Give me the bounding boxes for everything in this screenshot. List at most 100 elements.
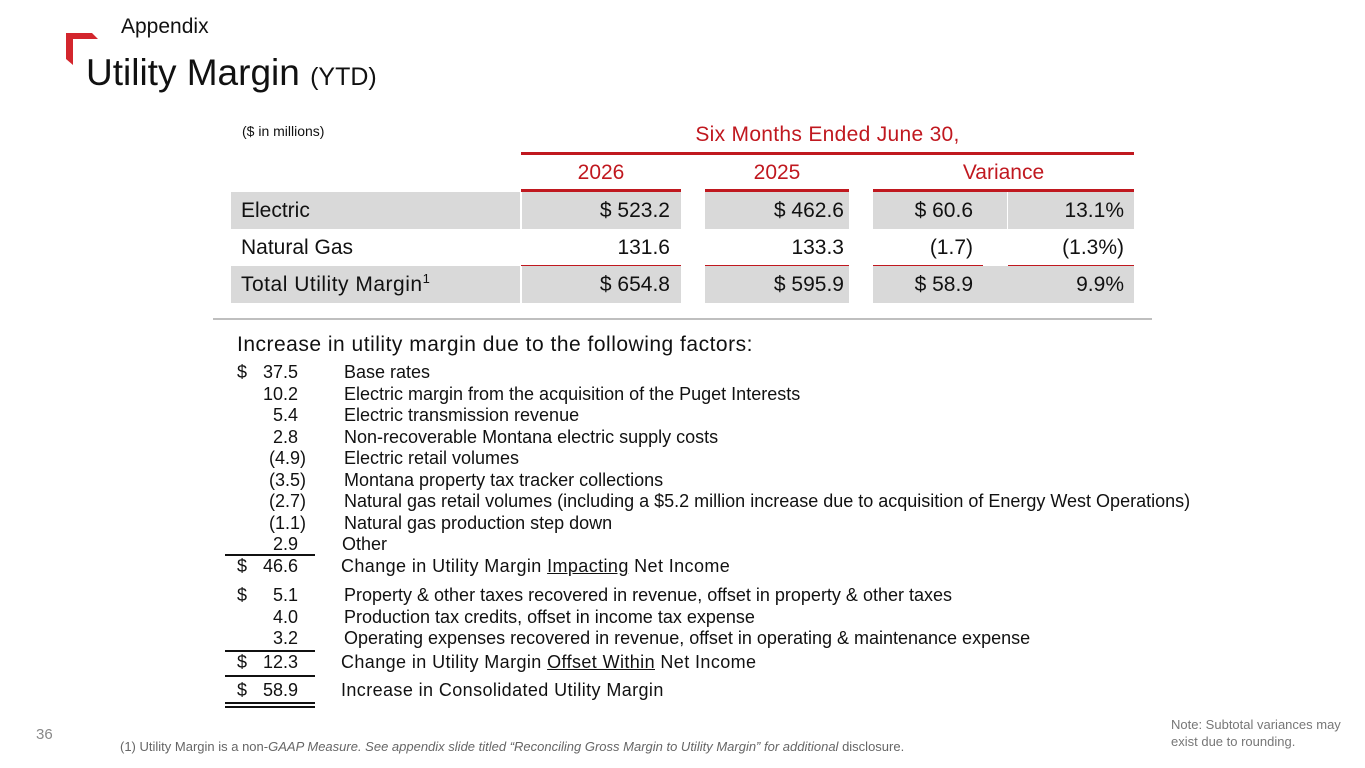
factor-amount: 5.4 [272,405,298,425]
factor-description: Electric retail volumes [344,448,520,468]
table-row-total: Total Utility Margin1 $ 654.8 $ 595.9 $ … [231,266,1134,303]
factor-description: Electric margin from the acquisition of … [344,383,801,404]
factor-amount: 10.2 [262,383,298,404]
page-title-main: Utility Margin [86,52,300,93]
factor-amount: (4.9) [268,448,306,468]
row-label: Total Utility Margin1 [241,266,430,303]
factor-amount: 46.6 [262,556,298,576]
impacting-subtotal-row: $ 46.6 Change in Utility Margin Impactin… [237,556,1317,578]
column-rule-variance [873,189,1134,192]
footnote: (1) Utility Margin is a non-GAAP Measure… [120,739,904,754]
cell-variance: $ 60.6 [914,199,973,222]
factor-dollar: $ [237,362,248,382]
column-header-variance: Variance [962,161,1045,184]
table-row-electric: Electric $ 523.2 $ 462.6 $ 60.6 13.1% [231,192,1134,229]
cell-variance-pct: (1.3%) [1062,236,1124,259]
column-rule-2025 [705,189,849,192]
footnote-italic: GAAP Measure. See appendix slide titled … [268,739,839,754]
cell-2025: $ 462.6 [773,199,844,222]
factor-amount: 2.8 [272,426,298,447]
footnote-post: disclosure. [838,739,905,754]
period-header-rule [521,152,1134,155]
factor-description: Other [342,534,388,554]
desc-pre: Change in Utility Margin [341,652,548,672]
desc-pre: Change in Utility Margin [341,556,548,576]
factor-description: Change in Utility Margin Impacting Net I… [341,556,730,577]
factor-amount: 3.2 [272,628,298,648]
cell-2026: 131.6 [617,236,670,259]
total-rule-2026 [521,265,681,266]
row-label-text: Total Utility Margin [241,273,423,296]
double-rule-bottom [225,706,315,708]
factor-description: Electric transmission revenue [344,405,580,425]
units-label: ($ in millions) [242,123,325,139]
total-rule-variance [873,265,983,266]
factor-amount: 2.9 [272,534,298,554]
factor-description: Natural gas production step down [344,512,613,533]
factor-dollar: $ [237,585,248,605]
period-header: Six Months Ended June 30, [695,123,960,146]
logo-mark-icon [66,33,98,65]
factor-row: (1.1) Natural gas production step down [237,513,1317,535]
offset-row: 3.2 Operating expenses recovered in reve… [237,628,1317,650]
factor-amount: 12.3 [262,652,298,672]
factor-row: 2.9 Other [237,534,1317,556]
factor-row: $ 37.5 Base rates [237,362,1317,384]
row-label: Electric [241,199,310,222]
column-rule-2026 [521,189,681,192]
factor-amount: (2.7) [268,491,306,511]
factor-description: Operating expenses recovered in revenue,… [344,628,1031,648]
factor-description: Change in Utility Margin Offset Within N… [341,652,756,673]
cell-variance-pct: 13.1% [1064,199,1124,222]
factor-row: (2.7) Natural gas retail volumes (includ… [237,491,1317,513]
desc-post: Net Income [628,556,731,576]
total-rule [225,675,315,677]
cell-2025: $ 595.9 [773,273,844,296]
page-number: 36 [36,726,53,743]
factor-dollar: $ [237,556,248,576]
desc-underlined: Offset Within [547,652,655,672]
factor-description: Property & other taxes recovered in reve… [344,585,952,605]
cell-2026: $ 654.8 [599,273,670,296]
factor-dollar: $ [237,680,248,700]
factor-row: (3.5) Montana property tax tracker colle… [237,470,1317,492]
factor-description: Increase in Consolidated Utility Margin [341,680,664,700]
factor-description: Non-recoverable Montana electric supply … [344,426,719,447]
rounding-note: Note: Subtotal variances may exist due t… [1171,717,1341,749]
row-label: Natural Gas [241,236,354,259]
factor-description: Natural gas retail volumes (including a … [344,491,1191,511]
offset-row: 4.0 Production tax credits, offset in in… [237,607,1317,629]
footnote-pre: (1) Utility Margin is a non- [120,739,269,754]
offset-row: $ 5.1 Property & other taxes recovered i… [237,585,1317,607]
factor-row: 10.2 Electric margin from the acquisitio… [237,384,1317,406]
total-row: $ 58.9 Increase in Consolidated Utility … [237,680,1317,702]
offset-subtotal-row: $ 12.3 Change in Utility Margin Offset W… [237,652,1317,674]
table-row-natural-gas: Natural Gas 131.6 133.3 (1.7) (1.3%) [231,229,1134,266]
desc-post: Net Income [655,652,757,672]
factor-amount: (3.5) [268,469,306,490]
subtotal-rule [225,650,315,652]
factor-row: 2.8 Non-recoverable Montana electric sup… [237,427,1317,449]
total-rule-variance-pct [1008,265,1134,266]
double-rule-top [225,702,315,704]
factor-description: Montana property tax tracker collections [344,469,664,490]
desc-underlined: Impacting [547,556,629,576]
total-rule-2025 [705,265,849,266]
factor-amount: 5.1 [272,585,298,605]
page-title-suffix: (YTD) [310,63,377,91]
cell-2025: 133.3 [791,236,844,259]
factor-dollar: $ [237,652,248,672]
factor-amount: 58.9 [262,680,298,700]
factor-description: Production tax credits, offset in income… [344,606,755,627]
section-label: Appendix [121,15,209,38]
cell-variance-pct: 9.9% [1076,273,1124,296]
factor-amount: 4.0 [272,606,298,627]
factors-title: Increase in utility margin due to the fo… [237,333,753,356]
factor-description: Base rates [344,362,431,382]
factor-amount: (1.1) [268,512,306,533]
column-header-2026: 2026 [577,161,625,184]
factor-row: (4.9) Electric retail volumes [237,448,1317,470]
column-header-2025: 2025 [753,161,801,184]
section-divider [213,318,1152,320]
cell-variance: $ 58.9 [914,273,973,296]
